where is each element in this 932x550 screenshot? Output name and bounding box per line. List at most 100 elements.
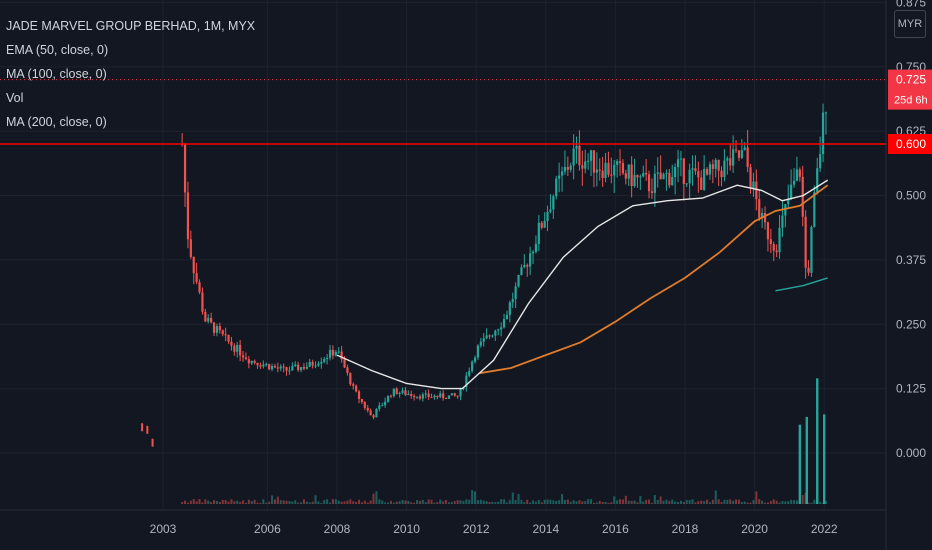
volume-bar xyxy=(476,500,479,504)
volume-bar xyxy=(271,495,274,504)
legend-ma200[interactable]: MA (200, close, 0) xyxy=(6,115,107,129)
candle-body xyxy=(549,209,552,212)
candle-body xyxy=(317,363,320,366)
volume-bar xyxy=(503,499,506,504)
volume-bar xyxy=(259,502,262,504)
candle-body xyxy=(239,344,242,356)
candle-body xyxy=(430,397,433,399)
candle-body xyxy=(294,364,297,367)
volume-bar xyxy=(375,491,378,504)
candle-body xyxy=(389,395,393,397)
candle-body xyxy=(482,338,485,342)
volume-bar xyxy=(389,500,392,504)
volume-bar xyxy=(221,499,224,504)
volume-bar xyxy=(204,499,207,504)
candle-body xyxy=(761,213,764,218)
candle-body xyxy=(436,395,439,398)
candle-body xyxy=(323,358,326,362)
candle-body xyxy=(404,390,407,395)
volume-bar xyxy=(247,499,250,504)
volume-bar xyxy=(317,501,320,504)
volume-bar xyxy=(291,501,294,504)
volume-bar xyxy=(801,494,804,504)
candle-body xyxy=(192,256,195,274)
candle-body xyxy=(598,169,601,171)
legend-vol[interactable]: Vol xyxy=(6,91,24,105)
x-tick-label: 2012 xyxy=(463,522,490,536)
volume-bar xyxy=(659,496,662,504)
x-tick-label: 2014 xyxy=(532,522,559,536)
volume-bar xyxy=(407,501,410,504)
volume-bar xyxy=(297,502,300,504)
time-axis: 2003 2006 2008 2010 2012 2014 2016 2018 2020 2022 xyxy=(150,522,838,536)
volume-bar xyxy=(650,502,653,504)
candle-body xyxy=(439,393,442,398)
candle-body xyxy=(233,345,236,352)
candle-body xyxy=(355,385,358,392)
candle-body xyxy=(337,351,340,353)
volume-bar xyxy=(708,502,711,504)
candle-body xyxy=(705,168,709,175)
candle-body xyxy=(268,364,271,370)
legend-ema50[interactable]: EMA (50, close, 0) xyxy=(6,43,109,57)
candle-body xyxy=(363,402,366,408)
candle-body xyxy=(569,165,572,170)
candle-body xyxy=(511,299,514,303)
volume-bar xyxy=(677,501,680,504)
candle-body xyxy=(308,362,311,367)
candle-body xyxy=(360,398,364,403)
volume-bar xyxy=(523,502,526,504)
volume-bar xyxy=(534,501,537,504)
volume-bar xyxy=(450,502,453,504)
candle-body xyxy=(279,366,282,369)
candle-body xyxy=(244,357,248,360)
volume-bar xyxy=(766,502,769,504)
currency-badge[interactable]: MYR xyxy=(894,10,926,38)
candle-body xyxy=(616,161,619,165)
volume-bar xyxy=(294,500,297,504)
volume-bar xyxy=(410,502,413,504)
candle-body xyxy=(444,397,448,399)
candle-body xyxy=(418,396,422,399)
candle-body xyxy=(630,164,633,187)
volume-bar xyxy=(532,500,535,504)
volume-bar xyxy=(668,500,671,504)
candle-body xyxy=(592,150,596,173)
volume-bar xyxy=(645,499,648,504)
candle-body xyxy=(607,162,610,175)
candle-body xyxy=(546,211,549,221)
volume-bar xyxy=(590,499,593,504)
candle-body xyxy=(627,164,630,179)
candle-body xyxy=(714,159,717,169)
candle-body xyxy=(352,384,355,386)
candle-body xyxy=(459,388,462,397)
volume-bar xyxy=(360,502,363,504)
candle-body xyxy=(581,165,584,169)
candle-body xyxy=(543,220,546,228)
ema50-line xyxy=(336,179,829,390)
legend-ma100[interactable]: MA (100, close, 0) xyxy=(6,67,107,81)
volume-bar xyxy=(679,500,682,504)
candle-body xyxy=(456,395,459,397)
volume-bar xyxy=(714,490,717,504)
volume-bar xyxy=(445,500,448,504)
volume-bar xyxy=(665,499,668,504)
candle-body xyxy=(334,352,337,356)
candle-body xyxy=(381,405,384,407)
volume-bar xyxy=(384,502,387,504)
volume-bar xyxy=(775,500,778,504)
volume-bar xyxy=(743,501,746,504)
candle-body xyxy=(665,172,668,174)
volume-bar xyxy=(468,499,471,504)
volume-bar xyxy=(694,502,697,504)
volume-bar xyxy=(697,501,700,504)
candle-body xyxy=(369,410,372,416)
volume-bar xyxy=(462,500,465,504)
volume-bar xyxy=(352,501,355,504)
candle-body xyxy=(517,274,520,287)
volume-bar xyxy=(378,499,381,504)
volume-bar xyxy=(395,501,398,504)
volume-bar xyxy=(819,501,822,504)
candle-body xyxy=(647,174,651,192)
